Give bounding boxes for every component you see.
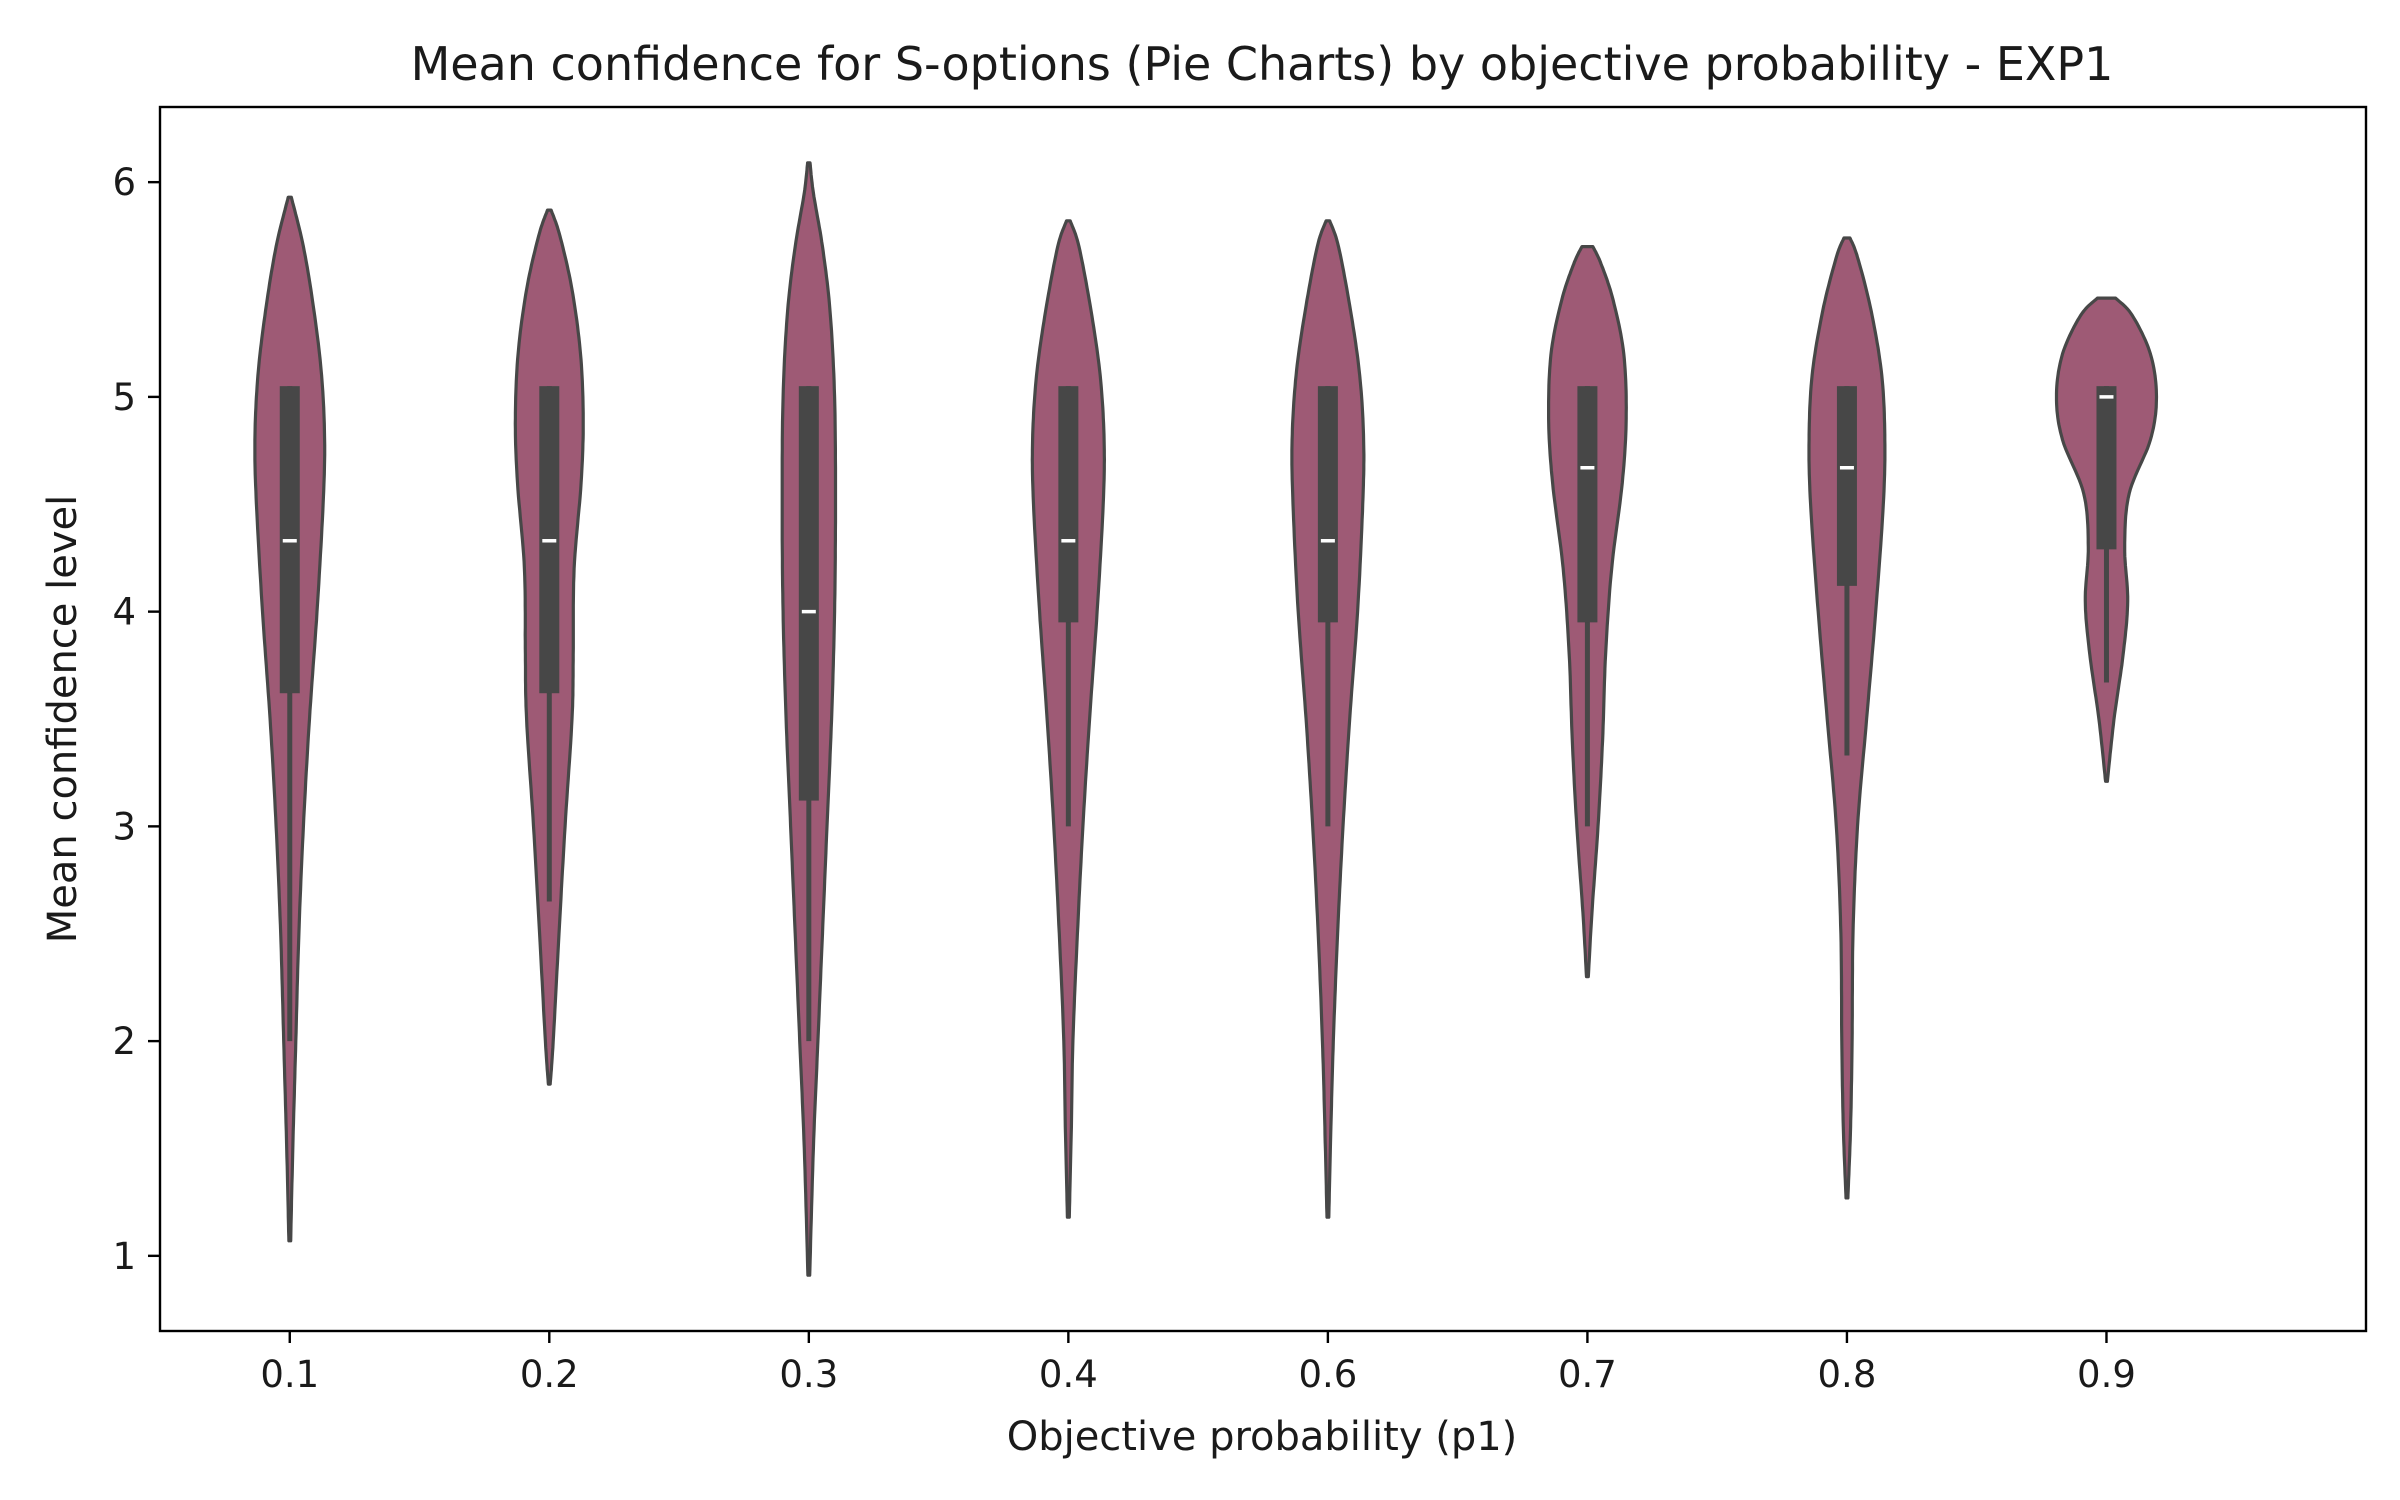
y-axis-label: Mean confidence level	[40, 495, 86, 944]
x-axis: 0.1 0.2 0.3 0.4 0.6 0.7 0.8 0.9	[260, 1331, 2136, 1396]
y-tick-label: 2	[112, 1020, 136, 1063]
x-tick-label: 0.8	[1818, 1353, 1877, 1396]
x-tick-label: 0.4	[1039, 1353, 1098, 1396]
violin-group	[253, 161, 2159, 1277]
violin-iqr-box-0.9	[2096, 386, 2117, 550]
violin-iqr-box-0.6	[1317, 386, 1338, 623]
x-tick-label: 0.9	[2077, 1353, 2136, 1396]
y-tick-label: 1	[112, 1235, 136, 1278]
x-tick-label: 0.6	[1298, 1353, 1357, 1396]
x-tick-label: 0.1	[260, 1353, 319, 1396]
y-tick-label: 6	[112, 161, 136, 204]
plot-frame	[158, 105, 2368, 1333]
y-tick-label: 4	[112, 591, 136, 634]
x-tick-label: 0.3	[779, 1353, 838, 1396]
violin-iqr-box-0.4	[1058, 386, 1079, 623]
violin-iqr-box-0.8	[1836, 386, 1857, 586]
x-tick-label: 0.7	[1558, 1353, 1617, 1396]
x-axis-label: Objective probability (p1)	[1007, 1414, 1518, 1460]
x-tick-label: 0.2	[520, 1353, 579, 1396]
chart-title: Mean confidence for S-options (Pie Chart…	[411, 37, 2114, 91]
y-tick-label: 3	[112, 805, 136, 848]
violin-iqr-box-0.3	[798, 386, 819, 801]
violin-iqr-box-0.7	[1577, 386, 1598, 623]
y-tick-label: 5	[112, 376, 136, 419]
y-axis: 1 2 3 4 5 6	[112, 161, 160, 1278]
